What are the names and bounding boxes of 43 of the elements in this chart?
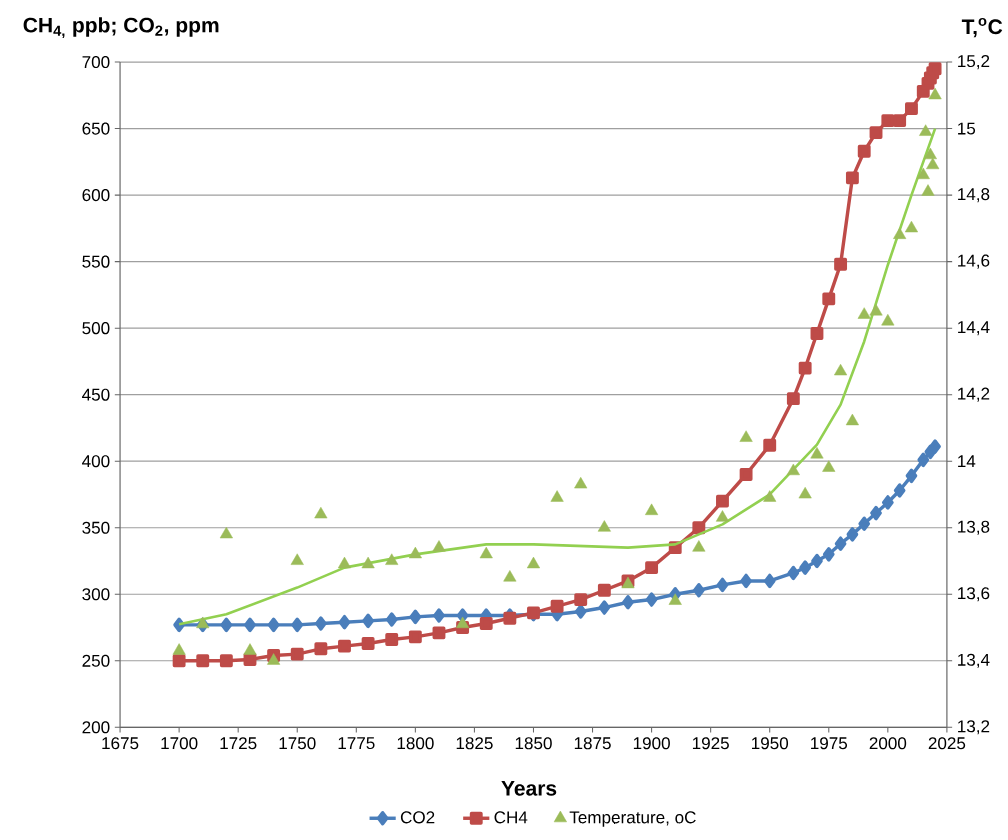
y2-tick-label: 14 xyxy=(958,455,976,468)
legend-label: Temperature, oC xyxy=(569,811,696,827)
y-tick-label: 500 xyxy=(82,322,110,335)
x-tick-label: 1850 xyxy=(515,737,552,750)
y2-tick-label: 13,6 xyxy=(958,587,990,602)
y-tick-label: 450 xyxy=(82,388,110,401)
y2-tick-label: 14,8 xyxy=(958,188,990,203)
y-tick-label: 200 xyxy=(82,721,110,734)
y-tick-label: 350 xyxy=(82,521,110,534)
x-tick-label: 1900 xyxy=(633,737,670,750)
x-tick-label: 2025 xyxy=(928,737,966,750)
y2-tick-label: 13,2 xyxy=(958,720,990,735)
x-tick-label: 1825 xyxy=(456,737,493,750)
x-tick-label: 1975 xyxy=(811,737,848,750)
y-axis-title: CH$_{4,}$ ppb; CO$_{2}$, ppm xyxy=(23,17,219,39)
y2-tick-label: 15 xyxy=(958,122,976,135)
legend-label: CH4 xyxy=(494,811,528,824)
y2-tick-label: 15,2 xyxy=(958,55,990,70)
y-tick-label: 400 xyxy=(82,455,110,468)
x-tick-label: 1675 xyxy=(102,737,139,750)
y2-axis-title: T,$^{o}$C xyxy=(961,18,1003,38)
x-tick-label: 1800 xyxy=(397,737,434,750)
y-tick-label: 550 xyxy=(82,255,110,268)
y2-tick-label: 13,4 xyxy=(958,653,990,668)
y-tick-label: 700 xyxy=(82,56,110,69)
y-tick-label: 650 xyxy=(82,122,110,135)
x-tick-label: 1775 xyxy=(338,737,375,750)
y2-tick-label: 14,2 xyxy=(958,387,990,402)
legend-label: CO2 xyxy=(400,811,435,824)
x-tick-label: 1725 xyxy=(220,737,257,750)
y2-tick-label: 14,4 xyxy=(958,321,990,336)
x-tick-label: 1700 xyxy=(161,737,198,750)
y2-tick-label: 14,6 xyxy=(958,254,990,269)
x-tick-label: 1950 xyxy=(752,737,789,750)
y-tick-label: 300 xyxy=(82,588,110,601)
y-tick-label: 600 xyxy=(82,189,110,202)
x-tick-label: 1875 xyxy=(574,737,611,750)
x-tick-label: 1750 xyxy=(279,737,316,750)
y2-tick-label: 13,8 xyxy=(958,520,990,535)
x-tick-label: 1925 xyxy=(692,737,729,750)
y-tick-label: 250 xyxy=(82,654,110,667)
x-axis-title: Years xyxy=(501,781,557,796)
x-tick-label: 2000 xyxy=(869,737,907,750)
